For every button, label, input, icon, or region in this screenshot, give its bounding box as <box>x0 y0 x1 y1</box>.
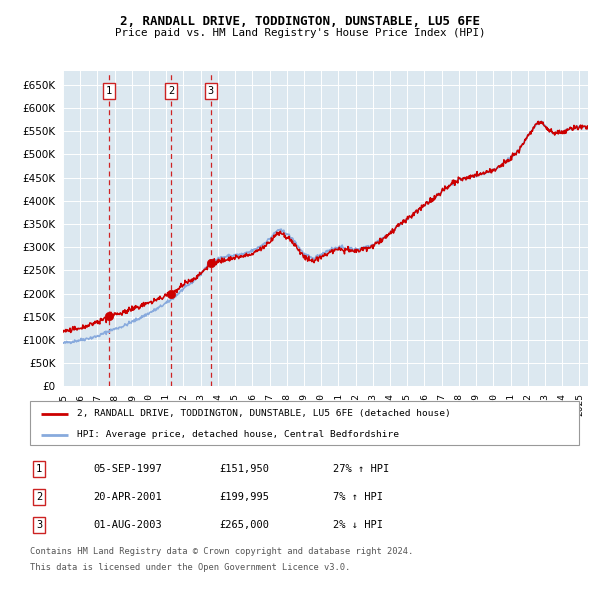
Text: 27% ↑ HPI: 27% ↑ HPI <box>333 464 389 474</box>
FancyBboxPatch shape <box>30 401 579 445</box>
Text: This data is licensed under the Open Government Licence v3.0.: This data is licensed under the Open Gov… <box>30 563 350 572</box>
Text: Price paid vs. HM Land Registry's House Price Index (HPI): Price paid vs. HM Land Registry's House … <box>115 28 485 38</box>
Text: £151,950: £151,950 <box>219 464 269 474</box>
Text: HPI: Average price, detached house, Central Bedfordshire: HPI: Average price, detached house, Cent… <box>77 430 398 440</box>
Text: 2, RANDALL DRIVE, TODDINGTON, DUNSTABLE, LU5 6FE: 2, RANDALL DRIVE, TODDINGTON, DUNSTABLE,… <box>120 15 480 28</box>
Text: 01-AUG-2003: 01-AUG-2003 <box>93 520 162 530</box>
Text: 20-APR-2001: 20-APR-2001 <box>93 492 162 502</box>
Text: Contains HM Land Registry data © Crown copyright and database right 2024.: Contains HM Land Registry data © Crown c… <box>30 547 413 556</box>
Text: 05-SEP-1997: 05-SEP-1997 <box>93 464 162 474</box>
Text: £265,000: £265,000 <box>219 520 269 530</box>
Text: £199,995: £199,995 <box>219 492 269 502</box>
Text: 3: 3 <box>208 86 214 96</box>
Text: 7% ↑ HPI: 7% ↑ HPI <box>333 492 383 502</box>
Text: 2: 2 <box>169 86 175 96</box>
Text: 3: 3 <box>36 520 42 530</box>
Text: 2% ↓ HPI: 2% ↓ HPI <box>333 520 383 530</box>
Text: 2: 2 <box>36 492 42 502</box>
Text: 1: 1 <box>106 86 112 96</box>
Text: 2, RANDALL DRIVE, TODDINGTON, DUNSTABLE, LU5 6FE (detached house): 2, RANDALL DRIVE, TODDINGTON, DUNSTABLE,… <box>77 409 451 418</box>
Text: 1: 1 <box>36 464 42 474</box>
